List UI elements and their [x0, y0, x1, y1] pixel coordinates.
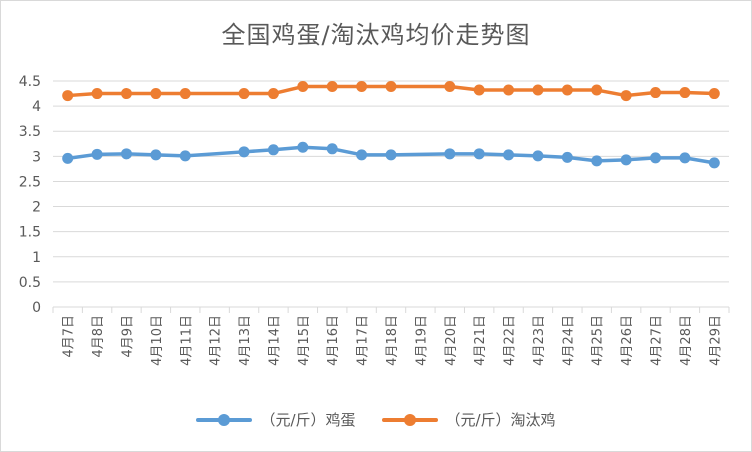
y-tick-label: 3 [32, 149, 41, 165]
data-point [150, 88, 162, 100]
data-point [620, 154, 632, 166]
data-point [503, 149, 515, 161]
data-point [356, 81, 368, 93]
legend-item-egg: （元/斤）鸡蛋 [196, 409, 356, 430]
data-point [473, 84, 485, 96]
x-tick-label: 4月10日 [150, 315, 165, 366]
chart-title: 全国鸡蛋/淘汰鸡均价走势图 [221, 21, 531, 49]
data-point [238, 88, 250, 100]
x-tick-label: 4月29日 [708, 315, 723, 366]
data-point [91, 148, 103, 160]
y-tick-label: 1.5 [19, 225, 41, 241]
data-point [503, 84, 515, 96]
data-point [356, 149, 368, 161]
x-tick-label: 4月9日 [120, 315, 135, 358]
data-point [62, 90, 74, 102]
data-point [120, 88, 132, 100]
data-point [591, 84, 603, 96]
data-point [297, 81, 309, 93]
data-point [238, 146, 250, 158]
x-tick-label: 4月12日 [209, 315, 224, 366]
data-point [385, 81, 397, 93]
data-point [91, 88, 103, 100]
y-tick-label: 2.5 [19, 174, 41, 190]
data-point [532, 84, 544, 96]
y-tick-label: 2 [32, 200, 41, 216]
data-point [179, 150, 191, 162]
x-tick-label: 4月24日 [561, 315, 576, 366]
x-tick-label: 4月7日 [62, 315, 77, 358]
x-tick-label: 4月8日 [91, 315, 106, 358]
y-tick-label: 4.5 [19, 74, 41, 90]
x-tick-label: 4月26日 [620, 315, 635, 366]
y-tick-label: 0 [32, 300, 41, 316]
data-point [385, 149, 397, 161]
x-tick-label: 4月22日 [503, 315, 518, 366]
x-tick-label: 4月17日 [356, 315, 371, 366]
y-tick-label: 1 [32, 250, 41, 266]
data-point [326, 143, 338, 155]
legend-swatch-cull-hen [381, 413, 438, 426]
data-point [650, 152, 662, 164]
x-tick-label: 4月23日 [532, 315, 547, 366]
data-point [62, 152, 74, 164]
data-point [679, 152, 691, 164]
legend: （元/斤）鸡蛋 （元/斤）淘汰鸡 [1, 409, 751, 430]
x-tick-label: 4月21日 [473, 315, 488, 366]
x-tick-label: 4月25日 [591, 315, 606, 366]
x-tick-label: 4月15日 [297, 315, 312, 366]
y-tick-label: 4 [32, 99, 41, 115]
data-point [650, 87, 662, 99]
y-tick-label: 0.5 [19, 275, 41, 291]
data-point [620, 90, 632, 102]
y-tick-label: 3.5 [19, 124, 41, 140]
x-tick-label: 4月14日 [267, 315, 282, 366]
data-point [708, 157, 720, 169]
x-tick-label: 4月20日 [444, 315, 459, 366]
data-point [532, 150, 544, 162]
x-tick-label: 4月11日 [179, 315, 194, 366]
legend-label-cull-hen: （元/斤）淘汰鸡 [445, 411, 556, 429]
legend-label-egg: （元/斤）鸡蛋 [260, 411, 356, 429]
data-point [179, 88, 191, 100]
data-point [561, 151, 573, 163]
x-tick-label: 4月16日 [326, 315, 341, 366]
data-point [473, 148, 485, 160]
x-tick-label: 4月18日 [385, 315, 400, 366]
legend-item-cull-hen: （元/斤）淘汰鸡 [381, 409, 556, 430]
data-point [150, 149, 162, 161]
data-point [267, 88, 279, 100]
x-tick-label: 4月27日 [650, 315, 665, 366]
legend-swatch-egg [196, 413, 253, 426]
data-point [679, 87, 691, 99]
data-point [561, 84, 573, 96]
data-point [444, 81, 456, 93]
data-point [267, 144, 279, 156]
x-tick-label: 4月13日 [238, 315, 253, 366]
data-point [120, 148, 132, 160]
data-point [297, 141, 309, 153]
data-point [326, 81, 338, 93]
data-point [591, 155, 603, 167]
x-tick-label: 4月19日 [414, 315, 429, 366]
x-tick-label: 4月28日 [679, 315, 694, 366]
data-point [708, 88, 720, 100]
data-point [444, 148, 456, 160]
